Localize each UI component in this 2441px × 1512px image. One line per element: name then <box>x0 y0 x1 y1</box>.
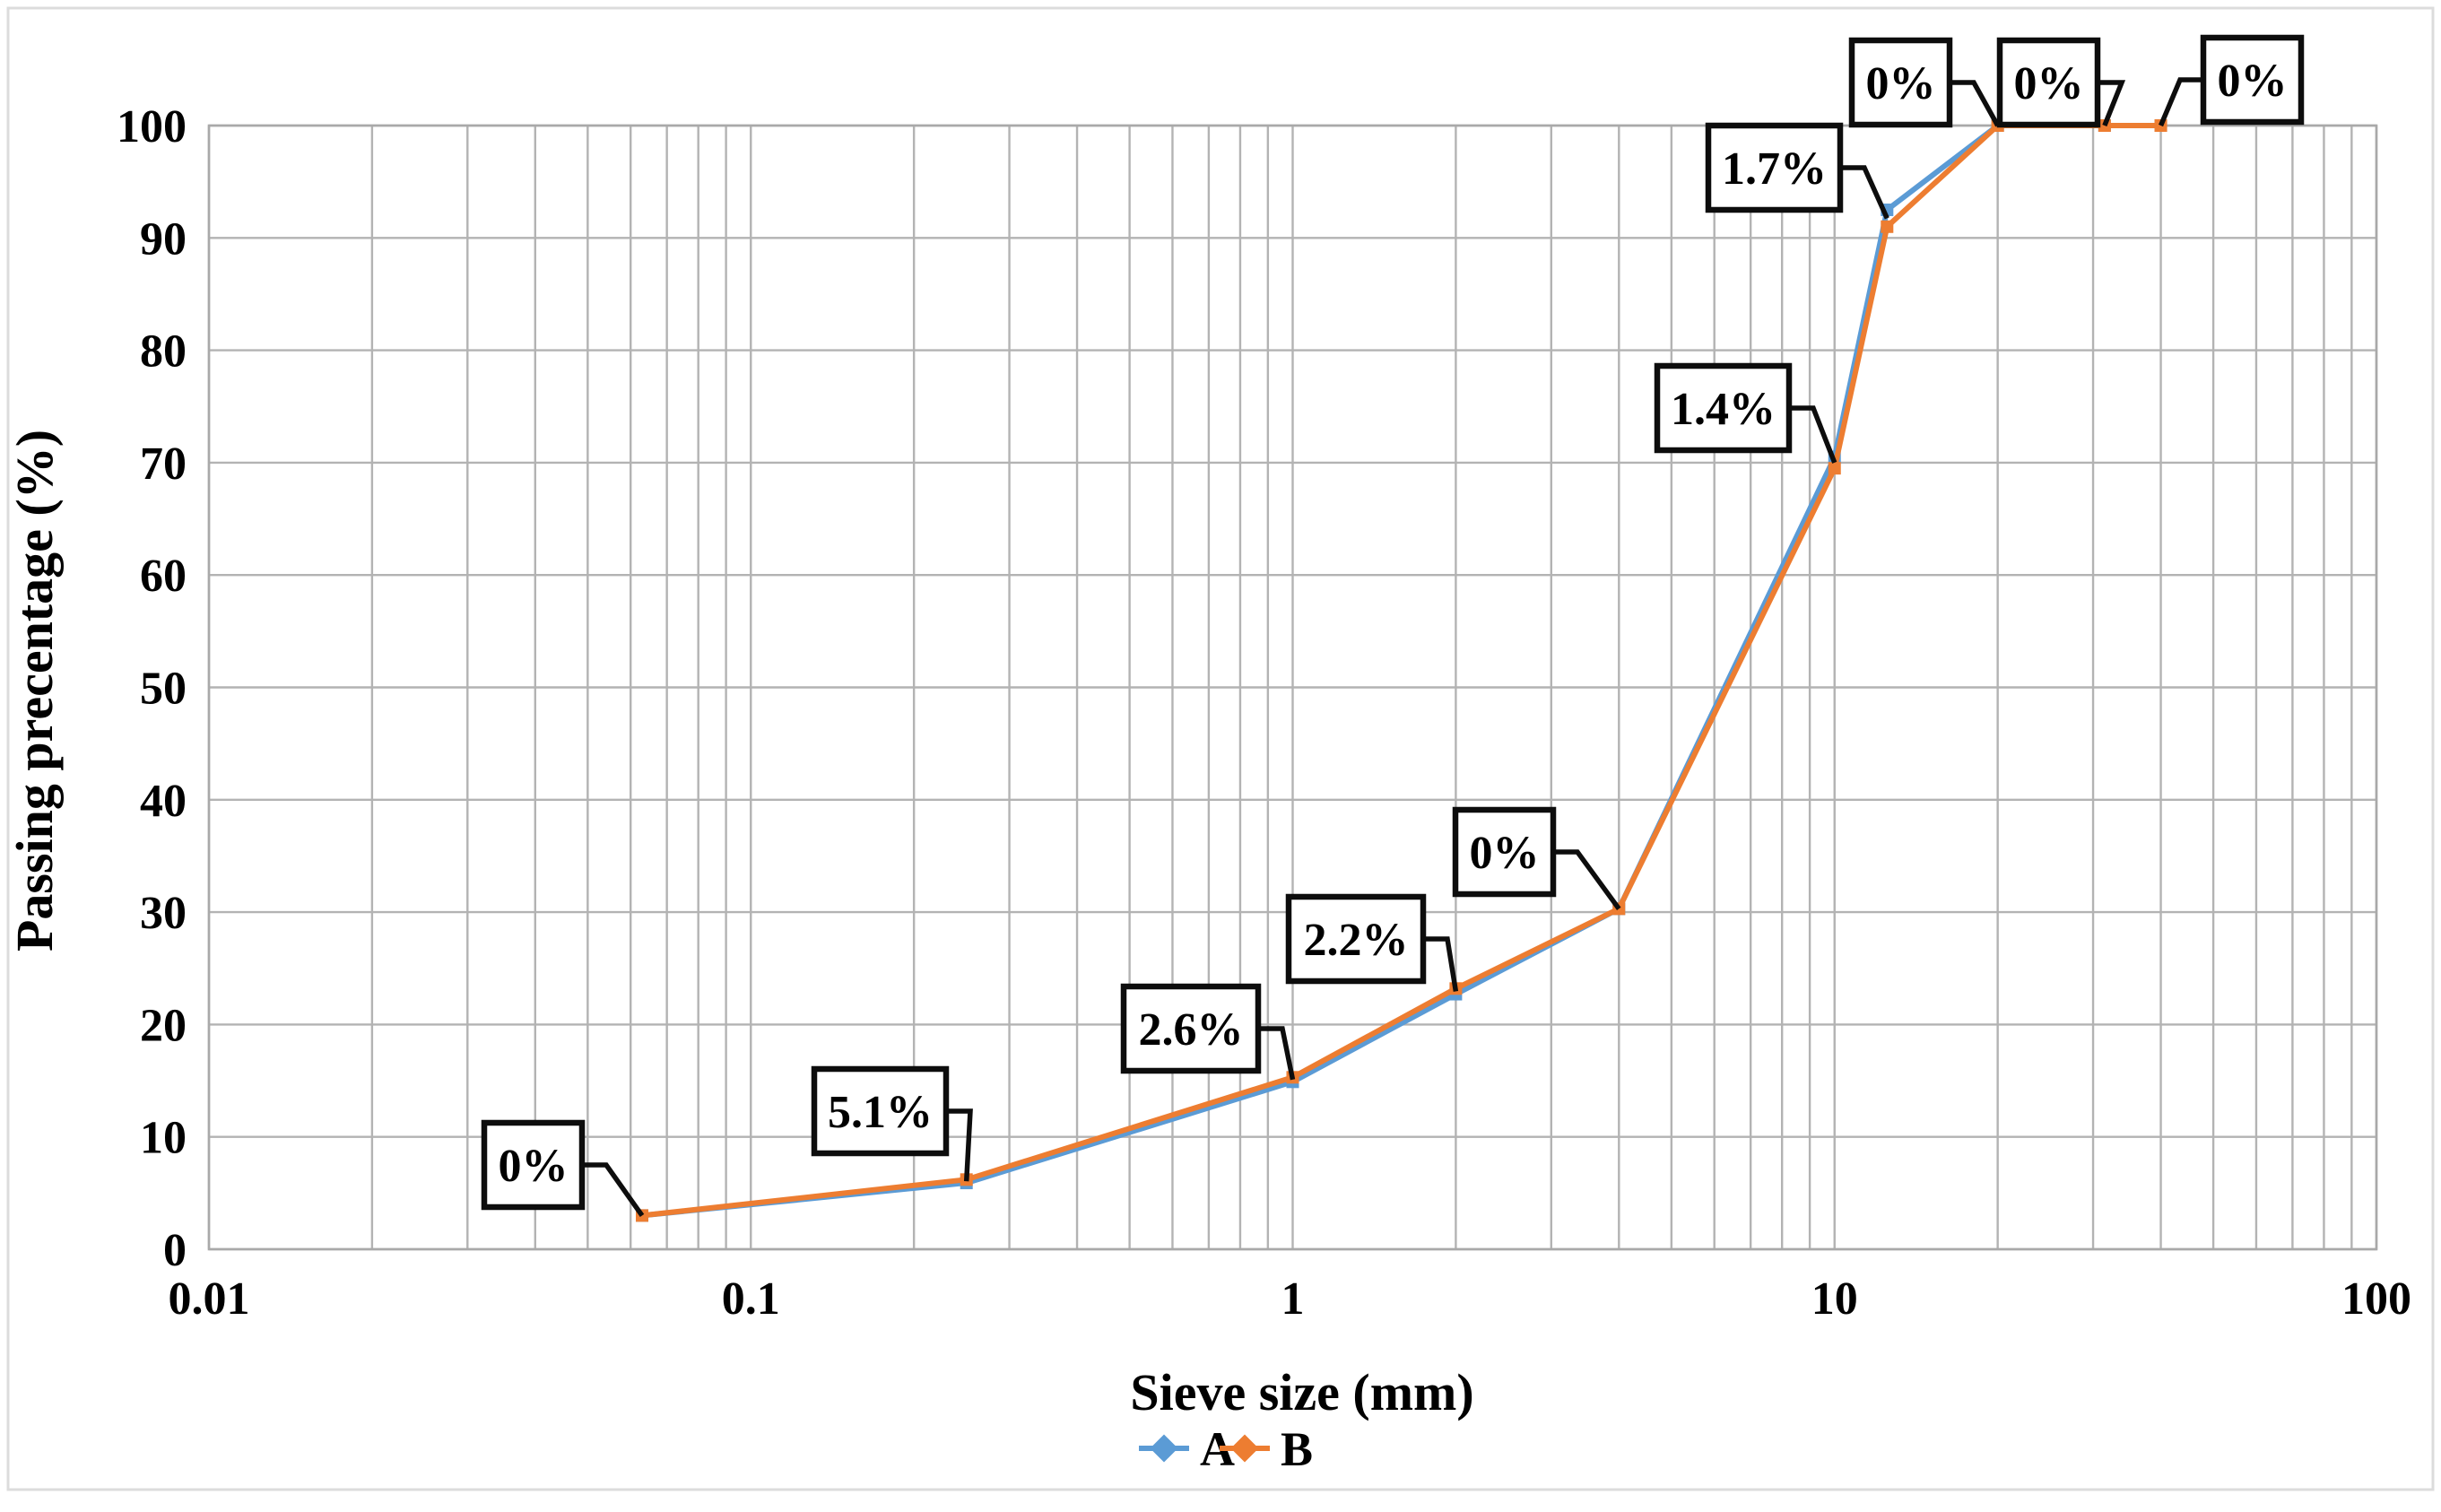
callout-label: 0% <box>1866 58 1936 109</box>
callout-label: 2.6% <box>1139 1004 1244 1056</box>
data-label-callout: 0% <box>2159 34 2305 127</box>
callout-box <box>1848 37 1953 128</box>
figure-border <box>6 6 2435 1491</box>
callout-leader-line <box>1950 80 2001 127</box>
callout-leader-line <box>582 1162 645 1218</box>
y-tick-label: 70 <box>140 439 187 490</box>
callout-leader-line <box>1423 936 1459 992</box>
x-tick-label: 100 <box>2341 1273 2411 1325</box>
data-label-callout: 2.6% <box>1120 983 1296 1081</box>
callout-leader-line <box>2098 80 2126 127</box>
data-label-callout: 2.2% <box>1285 893 1459 992</box>
legend: A B <box>1139 1422 1313 1476</box>
y-tick-label: 10 <box>140 1113 187 1164</box>
y-tick-label: 30 <box>140 888 187 939</box>
callout-box <box>2200 34 2305 126</box>
x-tick-label: 1 <box>1281 1273 1305 1325</box>
y-axis-title: Passing precentage (%) <box>5 430 64 952</box>
callout-leader-line <box>946 1108 973 1182</box>
callout-label: 0% <box>1470 828 1540 879</box>
series-b-marker <box>1881 220 1894 233</box>
y-tick-label: 0 <box>163 1225 187 1276</box>
callout-box <box>1996 37 2101 128</box>
callout-label: 2.2% <box>1304 915 1409 966</box>
callout-leader-line <box>1840 165 1889 220</box>
y-tick-label: 90 <box>140 213 187 265</box>
data-label-callout: 5.1% <box>811 1065 973 1182</box>
callout-label: 0% <box>2014 58 2084 109</box>
gridlines-layer <box>207 124 2378 1251</box>
y-tick-label: 80 <box>140 326 187 378</box>
callout-box <box>481 1119 586 1211</box>
data-label-callout: 0% <box>1848 37 2001 128</box>
x-axis-tick-labels: 0.01 0.1 1 10 100 <box>169 1273 2412 1325</box>
data-label-callout: 1.4% <box>1654 362 1837 464</box>
x-tick-label: 10 <box>1811 1273 1858 1325</box>
callout-box <box>1452 806 1557 898</box>
legend-marker-a-icon <box>1150 1434 1178 1463</box>
callout-box <box>1285 893 1427 985</box>
legend-label-b: B <box>1281 1422 1313 1476</box>
callout-label: 1.7% <box>1722 143 1827 195</box>
callout-box <box>1120 983 1262 1074</box>
callout-label: 5.1% <box>828 1087 933 1138</box>
data-label-callout: 1.7% <box>1705 122 1889 220</box>
callout-label: 1.4% <box>1671 384 1776 435</box>
callout-box <box>1705 122 1844 213</box>
x-axis-title: Sieve size (mm) <box>1130 1363 1473 1421</box>
legend-entry-a: A <box>1139 1422 1235 1476</box>
x-tick-label: 0.1 <box>722 1273 780 1325</box>
data-label-callouts-layer: 0% 5.1% 2.6% 2.2% 0% 1.4% 1.7% 0% 0% 0% <box>481 34 2305 1218</box>
callout-leader-line <box>1789 405 1837 464</box>
callout-label: 0% <box>499 1141 569 1192</box>
callout-box <box>811 1065 950 1157</box>
data-label-callout: 0% <box>481 1119 645 1218</box>
callout-leader-line <box>1553 849 1621 910</box>
callout-box <box>1654 362 1793 454</box>
y-tick-label: 20 <box>140 1000 187 1051</box>
series-b-marker <box>1828 462 1841 475</box>
legend-entry-b: B <box>1220 1422 1313 1476</box>
y-axis-tick-labels: 0 10 20 30 40 50 60 70 80 90 100 <box>117 101 187 1276</box>
callout-label: 0% <box>2218 56 2288 107</box>
y-tick-label: 40 <box>140 776 187 827</box>
data-label-callout: 0% <box>1452 806 1621 910</box>
y-tick-label: 50 <box>140 664 187 715</box>
data-label-callout: 0% <box>1996 37 2126 128</box>
x-tick-label: 0.01 <box>169 1273 250 1325</box>
y-tick-label: 60 <box>140 551 187 602</box>
callout-leader-line <box>1258 1026 1296 1081</box>
y-tick-label: 100 <box>117 101 187 152</box>
callout-leader-line <box>2159 77 2203 127</box>
legend-marker-b-icon <box>1230 1434 1259 1463</box>
plot-area-border <box>207 124 2378 1251</box>
